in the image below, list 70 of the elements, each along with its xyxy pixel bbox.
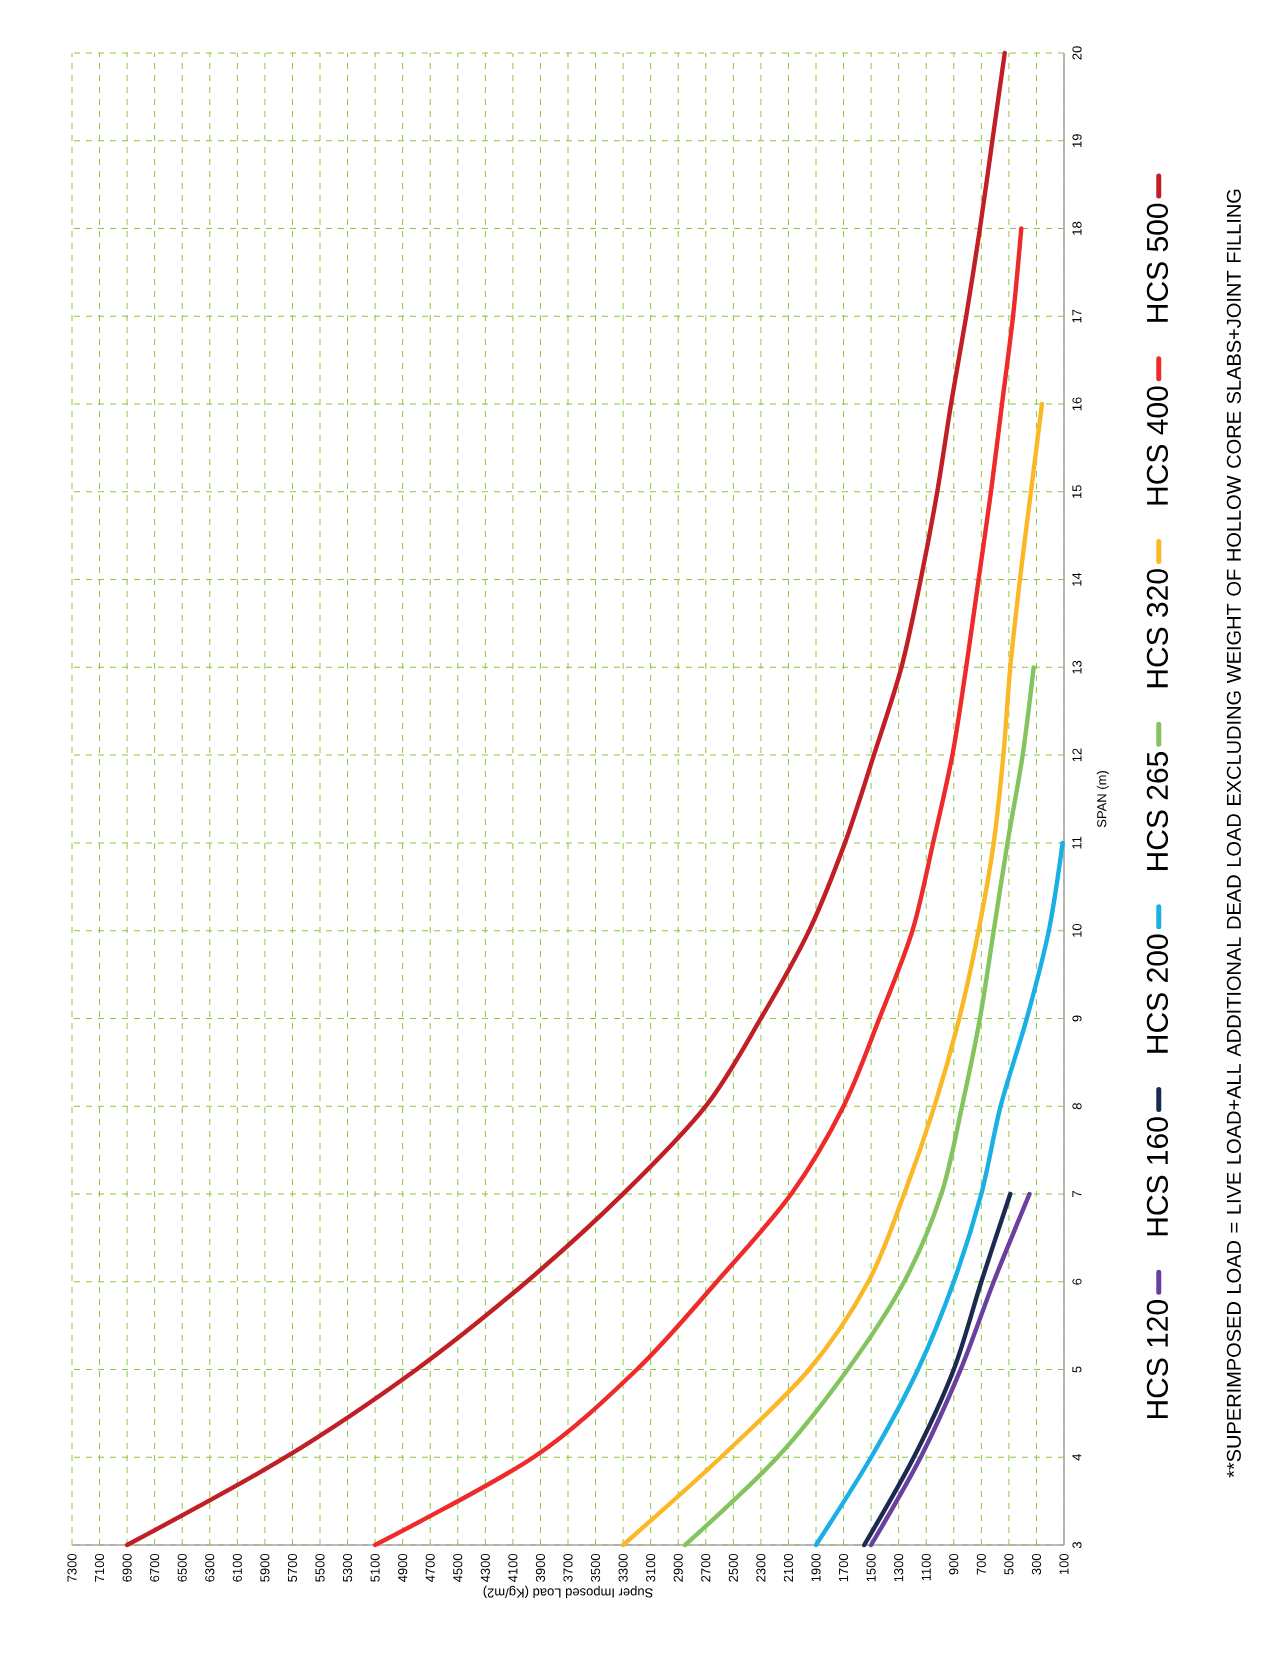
y-tick-label: 4 bbox=[1072, 1454, 1082, 1461]
x-tick-label: 6500 bbox=[177, 1553, 187, 1582]
line-series bbox=[620, 401, 1045, 1548]
y-tick-label: 5 bbox=[1072, 1366, 1082, 1373]
x-tick-label: 5900 bbox=[260, 1553, 270, 1582]
line-series bbox=[813, 840, 1065, 1548]
y-tick-label: 16 bbox=[1072, 397, 1082, 411]
text: **SUPERIMPOSED LOAD = LIVE LOAD+ALL ADDITIONAL DEAD LOAD EXCLUDING WEIGHT OF HOLLOW CORE SLABS+JOINT FILLING bbox=[1226, 189, 1241, 1478]
y-tick-label: 7 bbox=[1072, 1191, 1082, 1197]
legend-label: HCS 200 bbox=[1146, 934, 1169, 1053]
y-tick-label: 20 bbox=[1072, 46, 1082, 60]
x-tick-label: 4100 bbox=[508, 1553, 518, 1582]
x-tick-label: 6900 bbox=[122, 1553, 132, 1582]
y-tick-label: 18 bbox=[1072, 221, 1082, 235]
x-tick-label: 2700 bbox=[701, 1553, 711, 1582]
x-tick-label: 5300 bbox=[342, 1553, 353, 1582]
y-axis-title: SPAN (m) bbox=[1096, 771, 1109, 828]
y-tick-label: 13 bbox=[1072, 660, 1082, 674]
x-tick-label: 3100 bbox=[646, 1553, 656, 1582]
y-tick-label: 10 bbox=[1072, 923, 1082, 937]
line-series bbox=[682, 665, 1036, 1548]
x-axis-title: Super Imposed Load (Kg/m2) bbox=[483, 1585, 653, 1598]
y-tick-label: 8 bbox=[1072, 1103, 1082, 1110]
x-tick-label: 500 bbox=[1004, 1553, 1014, 1575]
y-tick-label: 15 bbox=[1072, 485, 1082, 499]
x-tick-label: 3700 bbox=[563, 1553, 573, 1582]
legend-label: HCS 265 bbox=[1146, 751, 1169, 870]
y-tick-label: 14 bbox=[1072, 572, 1082, 586]
x-tick-label: 3500 bbox=[590, 1553, 601, 1582]
x-tick-label: 5100 bbox=[370, 1553, 380, 1582]
y-tick-label: 6 bbox=[1072, 1278, 1082, 1285]
x-tick-label: 2500 bbox=[728, 1553, 738, 1582]
x-tick-label: 5500 bbox=[315, 1553, 325, 1582]
x-tick-label: 1700 bbox=[838, 1553, 849, 1582]
x-tick-label: 1300 bbox=[894, 1553, 904, 1582]
legend-label: HCS 120 bbox=[1146, 1300, 1169, 1419]
x-tick-label: 3300 bbox=[618, 1553, 628, 1582]
legend-label: HCS 160 bbox=[1146, 1117, 1169, 1236]
y-tick-label: 17 bbox=[1072, 309, 1082, 323]
line-series bbox=[372, 226, 1024, 1548]
y-tick-label: 12 bbox=[1072, 748, 1082, 762]
x-tick-label: 700 bbox=[976, 1553, 986, 1575]
x-tick-label: 4700 bbox=[425, 1553, 435, 1582]
x-tick-label: 7100 bbox=[94, 1553, 105, 1582]
x-tick-label: 4500 bbox=[453, 1553, 463, 1582]
x-tick-label: 4900 bbox=[398, 1553, 408, 1582]
x-tick-label: 6700 bbox=[150, 1553, 160, 1582]
x-tick-label: 2900 bbox=[673, 1553, 683, 1582]
legend-label: HCS 400 bbox=[1146, 386, 1169, 505]
y-tick-label: 3 bbox=[1072, 1541, 1082, 1549]
y-tick-label: 9 bbox=[1072, 1015, 1082, 1022]
x-tick-label: 7300 bbox=[67, 1553, 77, 1582]
x-tick-label: 5700 bbox=[287, 1553, 298, 1582]
x-tick-label: 2300 bbox=[756, 1553, 766, 1582]
x-tick-label: 100 bbox=[1059, 1553, 1069, 1575]
x-tick-label: 900 bbox=[949, 1553, 959, 1575]
x-tick-label: 6300 bbox=[205, 1553, 215, 1582]
x-tick-label: 4300 bbox=[480, 1553, 490, 1582]
y-tick-label: 11 bbox=[1072, 836, 1082, 849]
legend-label: HCS 500 bbox=[1146, 203, 1169, 322]
x-tick-label: 2100 bbox=[783, 1553, 794, 1582]
x-tick-label: 6100 bbox=[232, 1553, 242, 1582]
x-tick-label: 3900 bbox=[535, 1553, 546, 1582]
line-series bbox=[124, 50, 1007, 1548]
x-tick-label: 1100 bbox=[921, 1553, 931, 1581]
x-tick-label: 1500 bbox=[866, 1553, 876, 1582]
legend-label: HCS 320 bbox=[1146, 569, 1169, 688]
y-tick-label: 19 bbox=[1072, 134, 1082, 147]
x-tick-label: 1900 bbox=[811, 1553, 821, 1582]
x-tick-label: 300 bbox=[1031, 1553, 1042, 1575]
